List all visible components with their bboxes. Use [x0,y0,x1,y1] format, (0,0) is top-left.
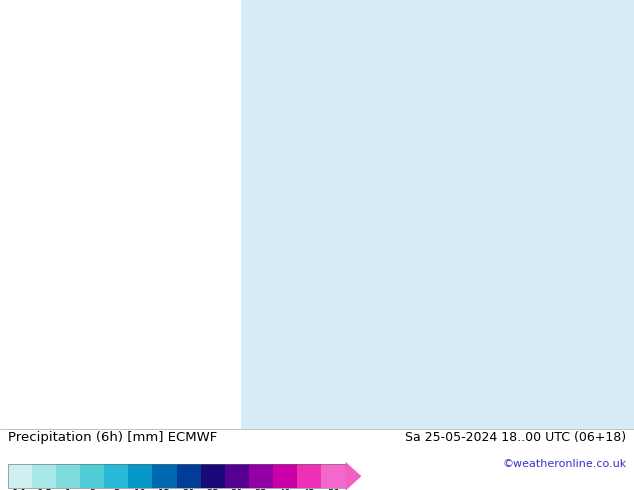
Bar [152,465,176,488]
Bar [128,465,152,488]
Bar [225,465,249,488]
Bar [32,465,56,488]
Text: ©weatheronline.co.uk: ©weatheronline.co.uk [502,460,626,469]
Text: Sa 25-05-2024 18..00 UTC (06+18): Sa 25-05-2024 18..00 UTC (06+18) [405,431,626,443]
Bar [273,465,297,488]
Text: Precipitation (6h) [mm] ECMWF: Precipitation (6h) [mm] ECMWF [8,431,217,443]
Bar [297,465,321,488]
Polygon shape [241,0,634,429]
Bar [56,465,80,488]
Bar [321,465,346,488]
Bar [80,465,104,488]
Bar [176,465,201,488]
Bar [8,465,346,488]
Bar [201,465,225,488]
Bar [249,465,273,488]
Bar [104,465,128,488]
Bar [8,465,32,488]
Polygon shape [346,462,361,490]
